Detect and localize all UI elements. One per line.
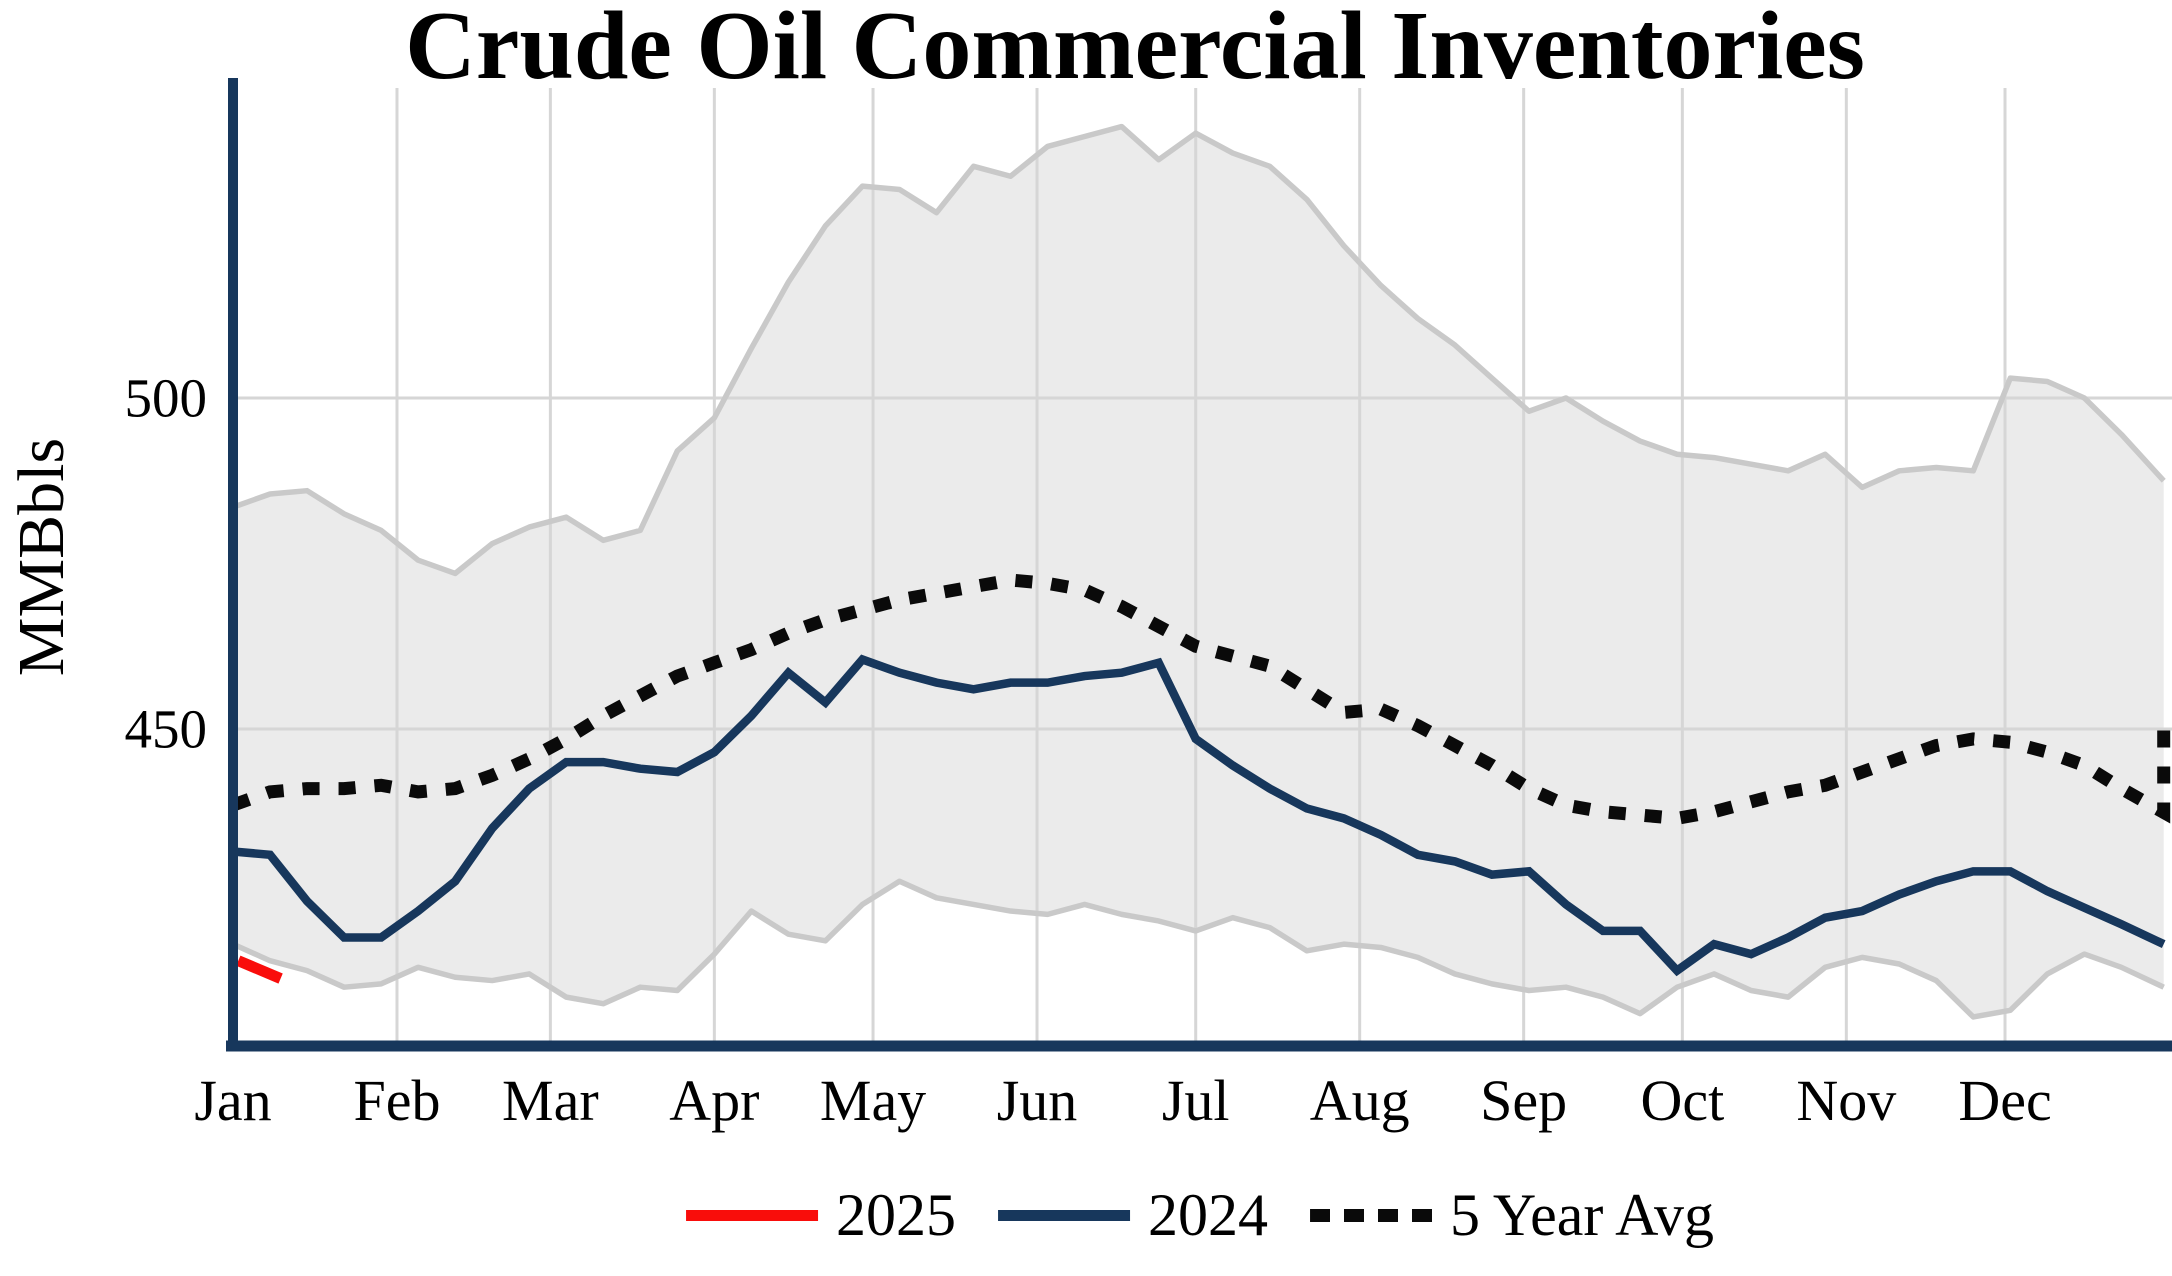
x-tick-nov: Nov xyxy=(1796,1068,1897,1133)
x-tick-jul: Jul xyxy=(1161,1068,1230,1133)
legend-line-5yr-avg xyxy=(1310,1208,1433,1222)
legend-item-5yr-avg: 5 Year Avg xyxy=(1310,1185,1714,1245)
line-2024 xyxy=(232,654,2166,977)
x-tick-mar: Mar xyxy=(502,1068,599,1133)
legend-label-5yr-avg: 5 Year Avg xyxy=(1450,1182,1714,1248)
x-tick-jan: Jan xyxy=(194,1068,272,1133)
legend-line-2024 xyxy=(998,1209,1131,1221)
y-tick-450: 450 xyxy=(124,698,208,760)
legend-label-2024: 2024 xyxy=(1148,1182,1269,1248)
band-max-edge xyxy=(232,123,2166,577)
band-min-edge xyxy=(231,878,2165,1020)
y-axis-label: MMBbls xyxy=(5,437,78,677)
five-year-range-band xyxy=(233,126,2164,1017)
x-tick-dec: Dec xyxy=(1958,1068,2052,1133)
x-tick-oct: Oct xyxy=(1640,1068,1725,1133)
x-tick-sep: Sep xyxy=(1480,1068,1568,1133)
x-tick-jun: Jun xyxy=(996,1068,1078,1133)
x-tick-feb: Feb xyxy=(353,1068,441,1133)
chart-title: Crude Oil Commercial Inventories xyxy=(405,0,1865,100)
legend-line-2025 xyxy=(686,1209,819,1221)
line-5-year-avg xyxy=(230,573,2171,825)
x-tick-aug: Aug xyxy=(1309,1068,1410,1133)
x-tick-apr: Apr xyxy=(669,1068,760,1133)
x-tick-may: May xyxy=(819,1068,927,1133)
legend: 2025 2024 5 Year Avg xyxy=(686,1185,1714,1245)
line-2025 xyxy=(236,955,283,984)
y-tick-500: 500 xyxy=(124,367,208,429)
legend-item-2024: 2024 xyxy=(998,1185,1268,1245)
legend-item-2025: 2025 xyxy=(686,1185,956,1245)
legend-label-2025: 2025 xyxy=(836,1182,957,1248)
